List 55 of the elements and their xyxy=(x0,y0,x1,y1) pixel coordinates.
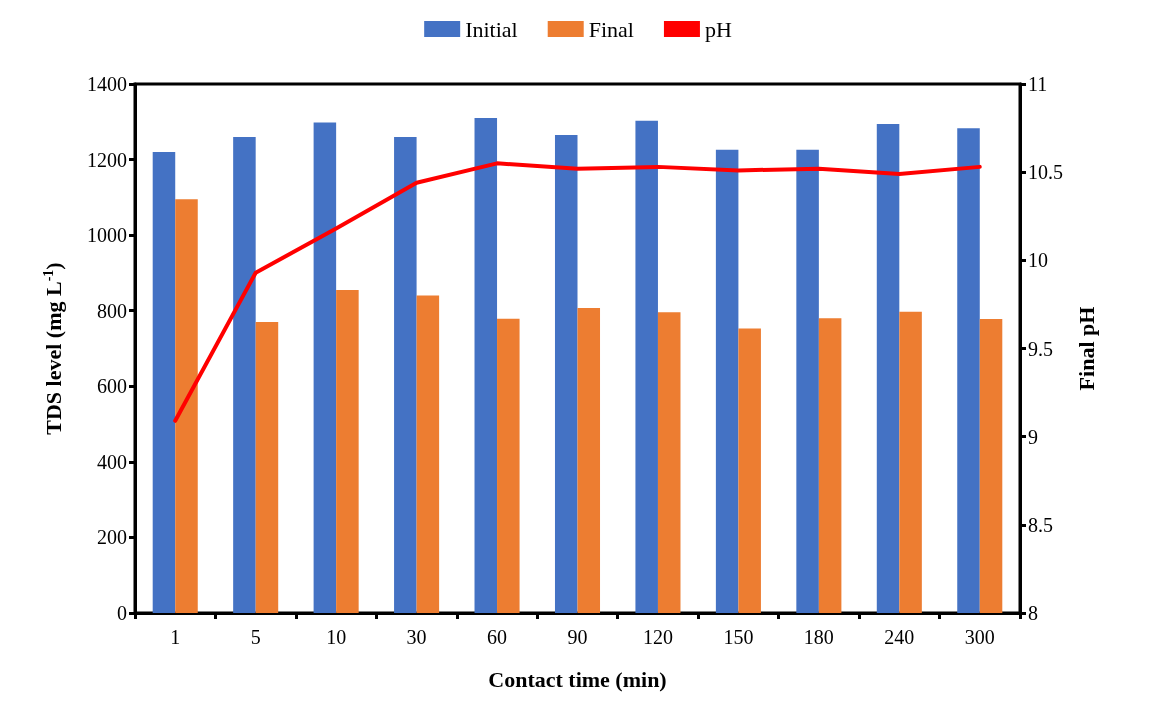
bar xyxy=(175,199,198,613)
bar xyxy=(715,149,739,613)
x-tick-label: 180 xyxy=(803,626,834,648)
x-tick-label: 5 xyxy=(250,626,261,648)
legend-label: Initial xyxy=(465,16,518,42)
legend-label: pH xyxy=(704,16,732,42)
bar xyxy=(416,295,440,613)
x-tick-label: 120 xyxy=(642,626,673,648)
bar xyxy=(818,318,842,613)
x-tick-label: 10 xyxy=(326,626,347,648)
x-tick-label: 300 xyxy=(964,626,995,648)
bar xyxy=(233,136,256,613)
y2-tick-label: 9.5 xyxy=(1028,337,1053,360)
bar xyxy=(635,120,658,613)
y-tick-label: 0 xyxy=(117,602,127,624)
bar xyxy=(979,319,1003,613)
bar xyxy=(554,135,578,613)
y-tick-label: 1200 xyxy=(87,148,127,171)
bar xyxy=(497,318,520,613)
bar xyxy=(255,322,279,613)
y2-tick-label: 10.5 xyxy=(1028,161,1063,184)
y-axis-title: TDS level (mg L-1) xyxy=(40,262,66,435)
y2-tick-label: 10 xyxy=(1028,249,1048,272)
y2-tick-label: 8.5 xyxy=(1028,513,1053,536)
line-series xyxy=(173,161,982,423)
x-tick-label: 30 xyxy=(406,626,427,648)
bar xyxy=(336,289,359,613)
y2-tick-label: 9 xyxy=(1028,425,1038,448)
y2-tick-label: 11 xyxy=(1028,73,1048,95)
y-tick-label: 200 xyxy=(97,526,127,549)
x-tick-label: 240 xyxy=(884,626,915,648)
x-tick-label: 150 xyxy=(723,626,754,648)
bar xyxy=(957,128,980,613)
bar xyxy=(796,149,819,613)
y2-axis-title: Final pH xyxy=(1073,306,1099,391)
bar xyxy=(657,312,681,613)
y-tick-label: 800 xyxy=(97,299,127,322)
bar xyxy=(474,118,498,613)
x-tick-label: 90 xyxy=(567,626,588,648)
bar xyxy=(394,136,417,613)
y-tick-label: 1000 xyxy=(87,224,127,247)
legend-label: Final xyxy=(588,16,634,42)
bar xyxy=(313,122,337,613)
y-tick-label: 600 xyxy=(97,375,127,398)
bar xyxy=(152,152,176,613)
bar xyxy=(577,308,601,613)
x-axis-title: Contact time (min) xyxy=(488,666,667,692)
y-tick-label: 400 xyxy=(97,450,127,473)
y-tick-label: 1400 xyxy=(87,73,127,95)
x-tick-label: 1 xyxy=(170,626,181,648)
bar xyxy=(899,311,922,613)
y2-tick-label: 8 xyxy=(1028,602,1038,624)
x-tick-label: 60 xyxy=(487,626,508,648)
bar xyxy=(876,124,900,613)
bar xyxy=(738,328,761,613)
